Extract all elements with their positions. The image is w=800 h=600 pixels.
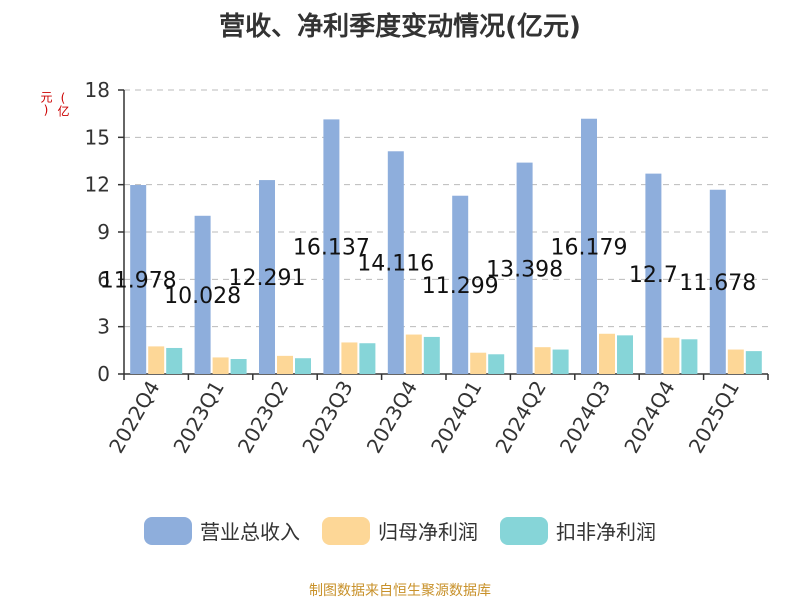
y-tick-label: 0 <box>97 362 110 386</box>
bar-deducted-net-profit <box>681 339 698 374</box>
x-tick-label: 2023Q1 <box>168 377 228 458</box>
data-label-revenue: 16.137 <box>293 236 370 261</box>
bar-deducted-net-profit <box>230 359 247 374</box>
data-label-revenue: 11.299 <box>422 274 499 299</box>
bar-net-profit <box>212 357 229 374</box>
x-tick-label: 2023Q2 <box>233 377 293 458</box>
x-tick-label: 2024Q3 <box>555 377 615 458</box>
y-axis-unit-label: (亿元) <box>39 91 70 117</box>
bar-net-profit <box>727 349 744 374</box>
bar-revenue <box>709 189 726 374</box>
bar-revenue <box>387 151 404 374</box>
bar-revenue <box>194 215 211 374</box>
bar-revenue <box>259 180 275 374</box>
bar-net-profit <box>277 355 293 374</box>
data-label-revenue: 13.398 <box>486 257 563 282</box>
chart-title: 营收、净利季度变动情况(亿元) <box>219 12 581 42</box>
bar-net-profit <box>148 346 165 374</box>
legend-label-deducted-net-profit: 扣非净利润 <box>556 520 656 544</box>
x-tick-label: 2023Q3 <box>297 377 357 458</box>
data-label-revenue: 16.179 <box>551 235 628 260</box>
x-tick-label: 2024Q1 <box>426 377 486 458</box>
bar-revenue <box>516 162 533 374</box>
data-label-revenue: 12.291 <box>229 266 306 291</box>
legend-item-revenue[interactable]: 营业总收入 <box>144 516 300 545</box>
x-tick-label: 2024Q2 <box>490 377 550 458</box>
x-tick-label: 2023Q4 <box>362 377 422 458</box>
legend-swatch-revenue <box>144 516 192 545</box>
bar-revenue <box>130 185 147 374</box>
bar-net-profit <box>663 337 680 374</box>
legend-item-net-profit[interactable]: 归母净利润 <box>322 516 478 545</box>
legend-swatch-net-profit <box>322 516 370 545</box>
bar-net-profit <box>534 347 551 374</box>
y-tick-label: 15 <box>85 125 110 149</box>
bar-net-profit <box>341 342 358 374</box>
legend-label-net-profit: 归母净利润 <box>378 520 478 544</box>
y-tick-label: 12 <box>85 173 110 197</box>
y-tick-label: 9 <box>97 220 110 244</box>
x-tick-label: 2024Q4 <box>619 377 679 458</box>
y-tick-label: 6 <box>97 267 110 291</box>
data-label-revenue: 11.678 <box>679 271 756 296</box>
bar-deducted-net-profit <box>359 343 376 374</box>
bar-net-profit <box>405 334 422 374</box>
data-label-revenue: 11.978 <box>100 269 177 294</box>
legend: 营业总收入 归母净利润 扣非净利润 <box>0 516 800 545</box>
data-source-note: 制图数据来自恒生聚源数据库 <box>309 583 491 599</box>
x-tick-label: 2022Q4 <box>104 377 164 458</box>
legend-label-revenue: 营业总收入 <box>200 520 300 544</box>
bar-deducted-net-profit <box>745 351 762 374</box>
y-tick-label: 18 <box>85 78 110 102</box>
legend-swatch-deducted-net-profit <box>500 516 548 545</box>
bar-net-profit <box>599 333 615 374</box>
data-label-revenue: 10.028 <box>164 284 241 309</box>
data-label-revenue: 14.116 <box>357 252 434 277</box>
bar-revenue <box>452 195 469 374</box>
bar-deducted-net-profit <box>617 335 633 374</box>
bar-deducted-net-profit <box>488 354 505 374</box>
bar-revenue <box>323 119 340 374</box>
data-label-revenue: 12.7 <box>629 263 678 288</box>
legend-item-deducted-net-profit[interactable]: 扣非净利润 <box>500 516 656 545</box>
y-tick-label: 3 <box>97 315 110 339</box>
bar-deducted-net-profit <box>166 347 183 374</box>
x-tick-label: 2025Q1 <box>684 377 744 458</box>
bar-revenue <box>581 118 597 375</box>
bar-deducted-net-profit <box>295 358 311 374</box>
bar-deducted-net-profit <box>423 336 440 374</box>
bar-deducted-net-profit <box>552 349 569 374</box>
bar-net-profit <box>470 352 487 374</box>
bar-revenue <box>645 173 662 374</box>
